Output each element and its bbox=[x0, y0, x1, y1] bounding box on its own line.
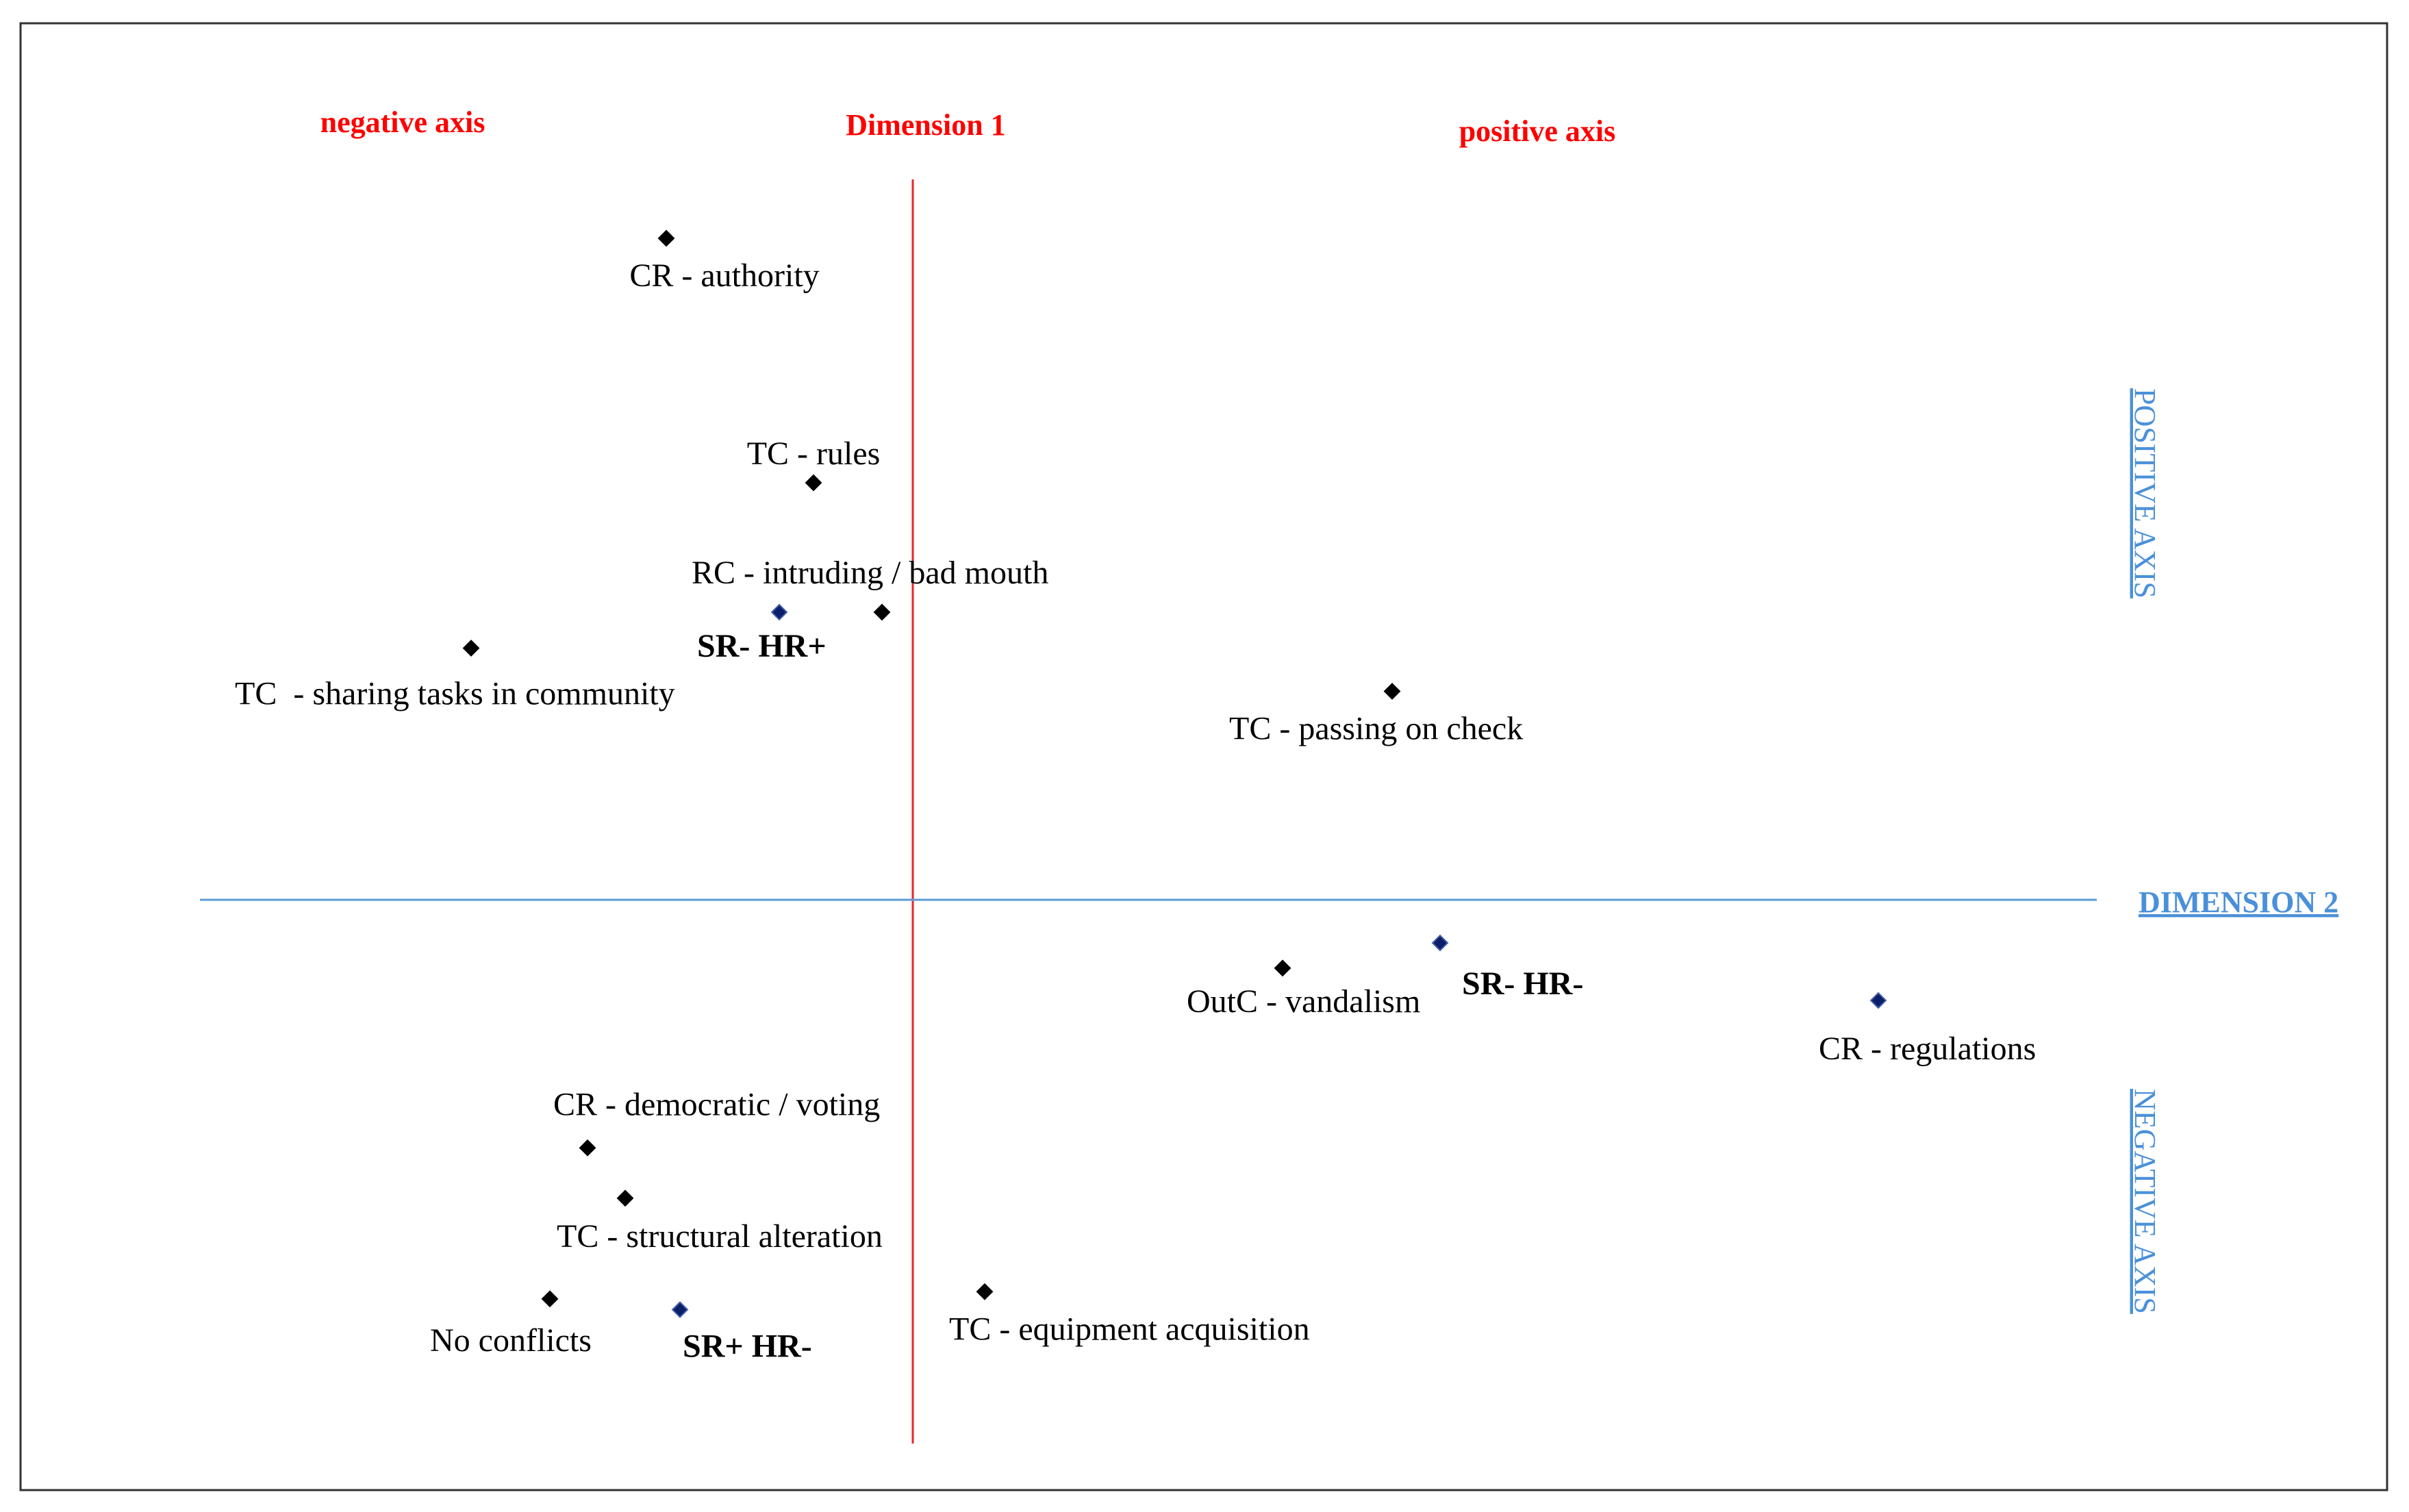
dimension-2-label: DIMENSION 2 bbox=[2139, 885, 2338, 919]
data-point-label: CR - regulations bbox=[1819, 1031, 2036, 1067]
data-point-marker bbox=[541, 1290, 559, 1308]
data-point-label: RC - intruding / bad mouth bbox=[692, 555, 1048, 591]
data-point-label: TC - passing on check bbox=[1229, 711, 1523, 747]
data-point-marker bbox=[616, 1189, 634, 1207]
positive-axis-label: positive axis bbox=[1459, 114, 1616, 148]
data-point-label: CR - authority bbox=[629, 257, 819, 294]
data-point-marker bbox=[657, 229, 675, 247]
data-point-label: SR+ HR- bbox=[683, 1328, 812, 1365]
data-point-marker bbox=[1869, 992, 1887, 1009]
data-point-label: TC - structural alteration bbox=[557, 1218, 883, 1255]
data-point-marker bbox=[770, 603, 788, 621]
data-point-marker bbox=[976, 1283, 994, 1300]
chart-frame bbox=[19, 22, 2388, 1491]
data-point-marker bbox=[873, 603, 891, 621]
data-point-marker bbox=[462, 640, 480, 657]
data-point-label: TC - equipment acquisition bbox=[949, 1311, 1310, 1347]
data-point-marker bbox=[1274, 959, 1291, 977]
points-layer: CR - authority TC - rules RC - intruding /… bbox=[235, 229, 2036, 1365]
data-point-marker bbox=[671, 1301, 689, 1318]
data-point-label: SR- HR+ bbox=[697, 628, 827, 664]
data-point-label: CR - democratic / voting bbox=[553, 1086, 880, 1122]
data-point-label: TC - sharing tasks in community bbox=[235, 676, 675, 712]
data-point-marker bbox=[1431, 934, 1449, 952]
negative-axis-label: negative axis bbox=[320, 105, 485, 139]
dimension-1-label: Dimension 1 bbox=[846, 108, 1005, 142]
data-point-marker bbox=[805, 474, 822, 492]
data-point-label: No conflicts bbox=[430, 1322, 592, 1359]
data-point-label: SR- HR- bbox=[1462, 966, 1583, 1002]
negative-vertical-axis-label: NEGATIVE AXIS bbox=[2128, 1089, 2162, 1314]
data-point-marker bbox=[579, 1139, 596, 1157]
positive-vertical-axis-label: POSITIVE AXIS bbox=[2128, 388, 2162, 598]
data-point-marker bbox=[1383, 683, 1401, 700]
data-point-label: TC - rules bbox=[747, 436, 881, 472]
data-point-label: OutC - vandalism bbox=[1187, 983, 1420, 1020]
